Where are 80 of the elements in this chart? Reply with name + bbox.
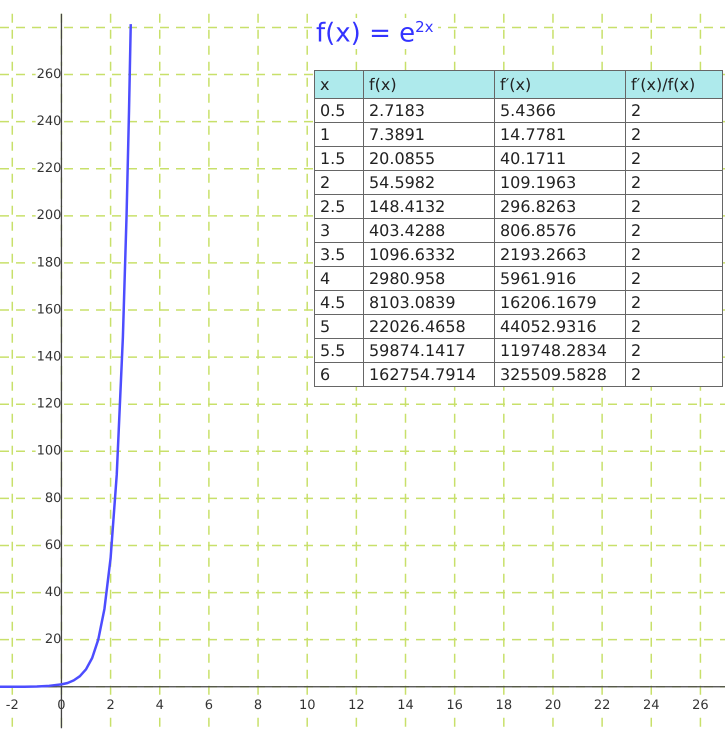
annotation: 3.5: [314, 242, 364, 266]
x-tick-label: 22: [594, 698, 610, 713]
annotation: 6: [314, 362, 364, 386]
x-tick-label: 24: [643, 698, 660, 713]
y-tick-label: 220: [36, 161, 62, 176]
annotation: 148.4132: [364, 194, 494, 218]
annotation: 54.5982: [364, 170, 494, 194]
annotation: 7.3891: [364, 122, 494, 146]
x-tick-label: 4: [156, 698, 164, 713]
annotation: 2: [626, 314, 722, 338]
annotation: 2: [626, 290, 722, 314]
annotation: f′(x): [494, 70, 626, 98]
x-tick-label: 18: [496, 698, 512, 713]
annotation: 22026.4658: [364, 314, 494, 338]
annotation: 59874.1417: [364, 338, 494, 362]
annotation: 44052.9316: [494, 314, 626, 338]
x-tick-label: 10: [298, 698, 316, 713]
annotation: 162754.7914: [364, 362, 494, 386]
y-tick-label: 200: [36, 208, 62, 224]
annotation: 40.1711: [494, 146, 626, 170]
y-tick-label: 160: [36, 302, 62, 318]
annotation: 5.5: [314, 338, 364, 362]
y-tick-label: 140: [36, 349, 62, 364]
y-tick-label: 60: [44, 538, 62, 553]
x-tick-label: 6: [204, 698, 214, 713]
chart-title: f(x) = e$^{2x}$: [312, 18, 438, 49]
y-tick-label: 240: [36, 114, 62, 130]
annotation: 119748.2834: [494, 338, 626, 362]
annotation: 2: [626, 338, 722, 362]
annotation: f(x): [364, 70, 494, 98]
x-tick-label: 20: [544, 698, 562, 713]
y-tick-label: 120: [36, 396, 62, 412]
x-tick-label: 16: [446, 698, 463, 713]
annotation: 2: [626, 98, 722, 122]
x-tick-label: 8: [254, 698, 262, 713]
x-tick-label: 12: [348, 698, 365, 713]
annotation: 3: [314, 218, 364, 242]
annotation: 16206.1679: [494, 290, 626, 314]
annotation: 1096.6332: [364, 242, 494, 266]
annotation: 403.4288: [364, 218, 494, 242]
annotation: 325509.5828: [494, 362, 626, 386]
annotation: 5961.916: [494, 266, 626, 290]
annotation: 2980.958: [364, 266, 494, 290]
annotation: 20.0855: [364, 146, 494, 170]
y-tick-label: 100: [36, 444, 62, 459]
annotation: 8103.0839: [364, 290, 494, 314]
x-tick-label: 2: [106, 698, 115, 713]
annotation: f′(x)/f(x): [626, 70, 722, 98]
annotation: 806.8576: [494, 218, 626, 242]
x-tick-label: 14: [397, 698, 414, 713]
y-tick-label: 260: [36, 66, 62, 82]
annotation: 109.1963: [494, 170, 626, 194]
annotation: 2193.2663: [494, 242, 626, 266]
annotation: 4.5: [314, 290, 364, 314]
annotation: 0.5: [314, 98, 364, 122]
annotation: 5: [314, 314, 364, 338]
annotation: 1: [314, 122, 364, 146]
annotation: 2: [626, 194, 722, 218]
x-tick-label: -2: [6, 698, 19, 713]
annotation: 2: [314, 170, 364, 194]
annotation: 2: [626, 170, 722, 194]
annotation: 4: [314, 266, 364, 290]
annotation: 1.5: [314, 146, 364, 170]
annotation: 2: [626, 218, 722, 242]
annotation: 2: [626, 122, 722, 146]
annotation: x: [314, 70, 364, 98]
annotation: 296.8263: [494, 194, 626, 218]
annotation: 14.7781: [494, 122, 626, 146]
annotation: 2: [626, 266, 722, 290]
annotation: 2.5: [314, 194, 364, 218]
y-tick-label: 40: [44, 584, 62, 600]
annotation: 2: [626, 146, 722, 170]
annotation: 2: [626, 362, 722, 386]
y-tick-label: 20: [44, 632, 62, 648]
x-tick-label: 26: [692, 698, 709, 713]
annotation: 2: [626, 242, 722, 266]
annotation: 5.4366: [494, 98, 626, 122]
y-tick-label: 80: [44, 490, 62, 506]
y-tick-label: 180: [36, 255, 62, 270]
annotation: 2.7183: [364, 98, 494, 122]
